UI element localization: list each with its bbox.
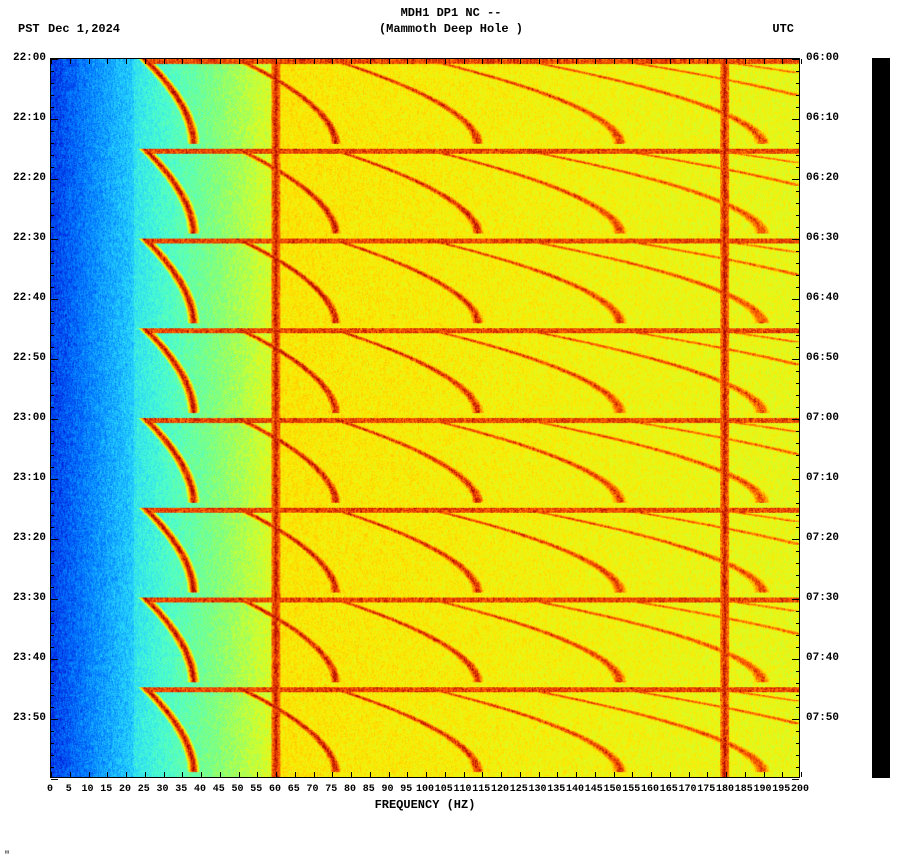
x-tick: 170 [678, 784, 696, 795]
y-left-tick: 23:10 [13, 472, 46, 484]
x-tick: 145 [585, 784, 603, 795]
x-tick: 190 [753, 784, 771, 795]
x-tick: 140 [566, 784, 584, 795]
x-tick: 90 [381, 784, 393, 795]
y-left-tick: 23:50 [13, 712, 46, 724]
y-right-tick: 06:10 [806, 112, 839, 124]
x-tick: 35 [175, 784, 187, 795]
x-tick: 200 [791, 784, 809, 795]
x-tick: 70 [306, 784, 318, 795]
x-tick: 10 [81, 784, 93, 795]
x-tick: 55 [250, 784, 262, 795]
x-tick: 180 [716, 784, 734, 795]
x-tick: 110 [453, 784, 471, 795]
x-tick: 175 [697, 784, 715, 795]
x-tick: 115 [472, 784, 490, 795]
y-right-tick: 07:50 [806, 712, 839, 724]
y-left-tick: 22:30 [13, 232, 46, 244]
y-left-tick: 22:00 [13, 52, 46, 64]
x-tick: 100 [416, 784, 434, 795]
y-right-tick: 06:40 [806, 292, 839, 304]
x-tick: 20 [119, 784, 131, 795]
y-right-tick: 06:00 [806, 52, 839, 64]
x-tick: 165 [660, 784, 678, 795]
footer-mark: " [4, 851, 10, 862]
x-tick: 120 [491, 784, 509, 795]
y-right-tick: 07:20 [806, 532, 839, 544]
spectrogram-canvas [51, 59, 799, 777]
y-right-tick: 07:10 [806, 472, 839, 484]
y-left-tick: 22:40 [13, 292, 46, 304]
chart-header: PST Dec 1,2024 MDH1 DP1 NC -- (Mammoth D… [0, 0, 902, 40]
x-tick: 75 [325, 784, 337, 795]
x-tick: 195 [772, 784, 790, 795]
x-tick: 105 [435, 784, 453, 795]
y-axis-left-ticks: 22:0022:1022:2022:3022:4022:5023:0023:10… [0, 58, 48, 778]
right-tz-label: UTC [772, 22, 794, 36]
x-tick: 85 [363, 784, 375, 795]
y-left-tick: 22:50 [13, 352, 46, 364]
y-right-tick: 07:40 [806, 652, 839, 664]
x-tick: 80 [344, 784, 356, 795]
x-tick: 30 [156, 784, 168, 795]
x-tick: 50 [231, 784, 243, 795]
x-tick: 125 [510, 784, 528, 795]
x-tick: 45 [213, 784, 225, 795]
x-tick: 130 [528, 784, 546, 795]
y-left-tick: 23:30 [13, 592, 46, 604]
colorbar [872, 58, 890, 778]
chart-title-line1: MDH1 DP1 NC -- [401, 6, 502, 20]
x-tick: 25 [138, 784, 150, 795]
x-tick: 135 [547, 784, 565, 795]
x-tick: 95 [400, 784, 412, 795]
y-right-tick: 07:00 [806, 412, 839, 424]
x-tick: 155 [622, 784, 640, 795]
y-right-tick: 06:30 [806, 232, 839, 244]
x-tick: 15 [100, 784, 112, 795]
y-left-tick: 23:40 [13, 652, 46, 664]
x-tick: 60 [269, 784, 281, 795]
left-tz-label: PST [18, 22, 40, 36]
chart-title-line2: (Mammoth Deep Hole ) [379, 22, 523, 36]
y-left-tick: 22:10 [13, 112, 46, 124]
y-left-tick: 23:20 [13, 532, 46, 544]
y-left-tick: 22:20 [13, 172, 46, 184]
y-right-tick: 07:30 [806, 592, 839, 604]
y-axis-right-ticks: 06:0006:1006:2006:3006:4006:5007:0007:10… [802, 58, 852, 778]
x-tick: 185 [735, 784, 753, 795]
y-left-tick: 23:00 [13, 412, 46, 424]
y-right-tick: 06:50 [806, 352, 839, 364]
date-label: Dec 1,2024 [48, 22, 120, 36]
x-tick: 40 [194, 784, 206, 795]
y-right-tick: 06:20 [806, 172, 839, 184]
x-tick: 0 [47, 784, 53, 795]
x-tick: 5 [66, 784, 72, 795]
x-tick: 160 [641, 784, 659, 795]
x-axis-label: FREQUENCY (HZ) [50, 798, 800, 812]
x-tick: 65 [288, 784, 300, 795]
spectrogram-frame [50, 58, 800, 778]
x-tick: 150 [603, 784, 621, 795]
